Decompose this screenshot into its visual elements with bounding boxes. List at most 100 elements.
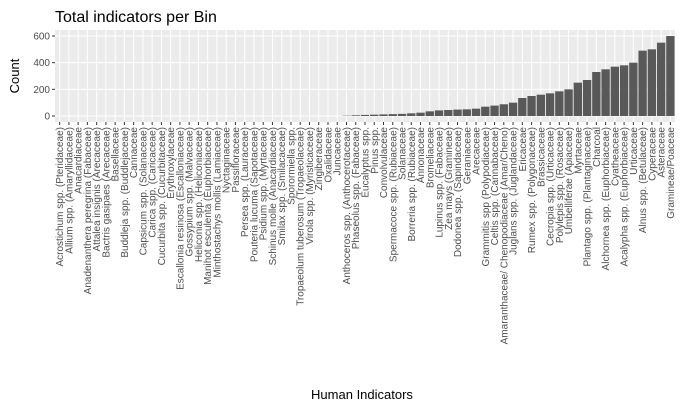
x-tick-label: Alnus spp. (Betulaceae) [638,127,649,233]
x-tick-label: Amaranthaceae/ Chenopodiaceae (Amar/Chen… [499,127,510,344]
bar [610,66,620,116]
x-tick-label: Ericaceae [518,127,529,172]
x-tick-label: Alchornea spp. (Euphorbiaceae) [601,127,612,270]
x-tick-label: Dodonea spp. (Sapindaceae) [453,127,464,257]
x-tick-label: Lupinus spp. (Fabaceae) [435,127,446,238]
x-tick-label: Attalea insignis (Arecaceae) [92,127,103,252]
bar [425,111,434,116]
x-tick-label: Solanaceae [398,127,409,180]
x-tick-label: Umbelliferae (Apiaceae) [564,127,575,234]
x-tick-label: Minthostachys mollis (Lamiaceae) [212,127,223,278]
x-tick-label: Pouteria lucuma (Sapotaceae) [249,127,260,262]
x-tick-label: Capsicum spp. (Solanaceae) [138,127,149,255]
x-tick-label: Basellaceae [111,127,122,182]
x-tick-label: Borreria spp. (Rubiaceae) [407,127,418,242]
x-tick-label: Erythroxylaceae [166,127,177,199]
x-tick-label: Gramineae/Poaceae [666,127,677,219]
bar [490,105,499,116]
bar [471,108,481,116]
x-tick-label: Urticaceae [629,127,640,175]
x-tick-label: Anadenanthera peregrina (Fabaceae) [83,127,94,294]
bar [434,110,444,116]
y-tick-label: 0 [44,112,50,123]
bar [499,104,508,116]
bar [582,80,592,116]
x-tick-label: Spermacoce spp. (Rubiaceae) [388,127,399,262]
bar [647,49,657,117]
x-tick-label: Psidium spp. (Myrtaceae) [259,127,270,240]
x-tick-label: Nyctaginaceae [222,127,233,194]
bar [573,82,582,116]
x-tick-label: Allium spp. (Amaryllidaceae) [64,127,75,254]
x-tick-label: Zingiberaceae [314,127,325,191]
x-tick-label: Phaseolus spp. (Fabaceae) [351,127,362,249]
x-tick-label: Heliconia spp. (Heliconiaceae) [194,127,205,262]
x-tick-label: Convolvulaceae [379,127,390,199]
bar [351,115,360,116]
bar [370,114,379,116]
x-tick-label: Geraniaceae [462,127,473,185]
x-tick-label: Rumex spp. (Polygonaceae) [527,127,538,253]
bar [508,102,518,116]
bar [462,109,471,116]
x-tick-label: Schinus molle (Anacardiaceae) [268,127,279,265]
bar [619,65,629,116]
bar [416,112,425,116]
y-tick-label: 600 [33,32,50,43]
bar [388,114,397,116]
x-tick-label: Grammitis spp (Polypodiaceae) [481,127,492,267]
x-tick-label: Myrtaceae [573,127,584,174]
x-tick-label: Charcoal [592,127,603,167]
x-tick-label: Passifloraceae [231,127,242,193]
bar [629,62,638,116]
x-axis-title: Human Indicators [311,387,413,402]
y-tick-label: 400 [33,58,50,69]
x-tick-label: Cannaceae [129,127,140,179]
y-axis-title: Count [7,58,22,93]
bar [397,113,407,116]
y-tick-label: 200 [33,85,50,96]
x-tick-label: Cecropia spp. (Urticaceae) [546,127,557,246]
x-tick-label: Smilax spp. (Smilacaceae) [277,127,288,245]
x-tick-label: Manihot esculenta (Euphorbiaceae) [203,127,214,285]
bar [518,98,527,116]
x-tick-label: Plantago spp. (Plantaginaceae) [583,127,594,267]
x-tick-label: Brassicaceae [536,127,547,187]
bar [453,109,462,116]
x-tick-label: Bromeliaceae [425,127,436,189]
x-tick-label: Carica spp. (Caricaceae) [148,127,159,238]
bar [407,113,416,116]
x-tick-label: Pinus spp. [370,127,381,174]
x-tick-label: Juncaceae [333,127,344,176]
bar [555,91,564,116]
x-tick-label: Annonaceae [416,127,427,184]
x-tick-label: Zea mays (Gramineae) [444,127,455,230]
bar [592,72,601,116]
bar [527,96,536,116]
x-tick-label: Acalypha spp. (Euphorbiaceae) [620,127,631,267]
bar [666,36,675,116]
x-tick-label: Eucalyptus spp. [361,127,372,198]
x-tick-label: Juglans spp. (Juglandaceae) [509,127,520,255]
x-tick-label: Tropaeolum tuberosum (Tropaeolaceae) [296,127,307,306]
x-tick-label: Cyatheaceae [610,127,621,186]
x-tick-label: Cyperaceae [647,127,658,181]
x-tick-label: Cucurbita spp. (Cucurbitaceae) [157,127,168,265]
x-tick-label: Anacardiaceae [74,127,85,194]
x-tick-label: Bactris gasipaes (Arecaceae) [101,127,112,258]
x-tick-label: Escallonia resinosa (Escalloniaceae) [175,127,186,290]
x-tick-label: Sporormiella spp. [286,127,297,205]
x-tick-label: Acrostichum spp. (Pteridaceae) [55,127,66,267]
x-tick-label: Buddleja spp. (Buddlejaceae) [120,127,131,258]
x-tick-label: Gossypium spp. (Malvaceae) [185,127,196,257]
bar [444,110,453,116]
bar [656,42,666,116]
bar [379,114,388,116]
x-tick-label: Arecaceae [472,127,483,175]
bar [564,89,573,116]
bar [545,93,555,116]
bar [536,94,545,116]
bar [638,50,647,116]
x-tick-label: Polylepis spp. (Rosaceae) [555,127,566,243]
